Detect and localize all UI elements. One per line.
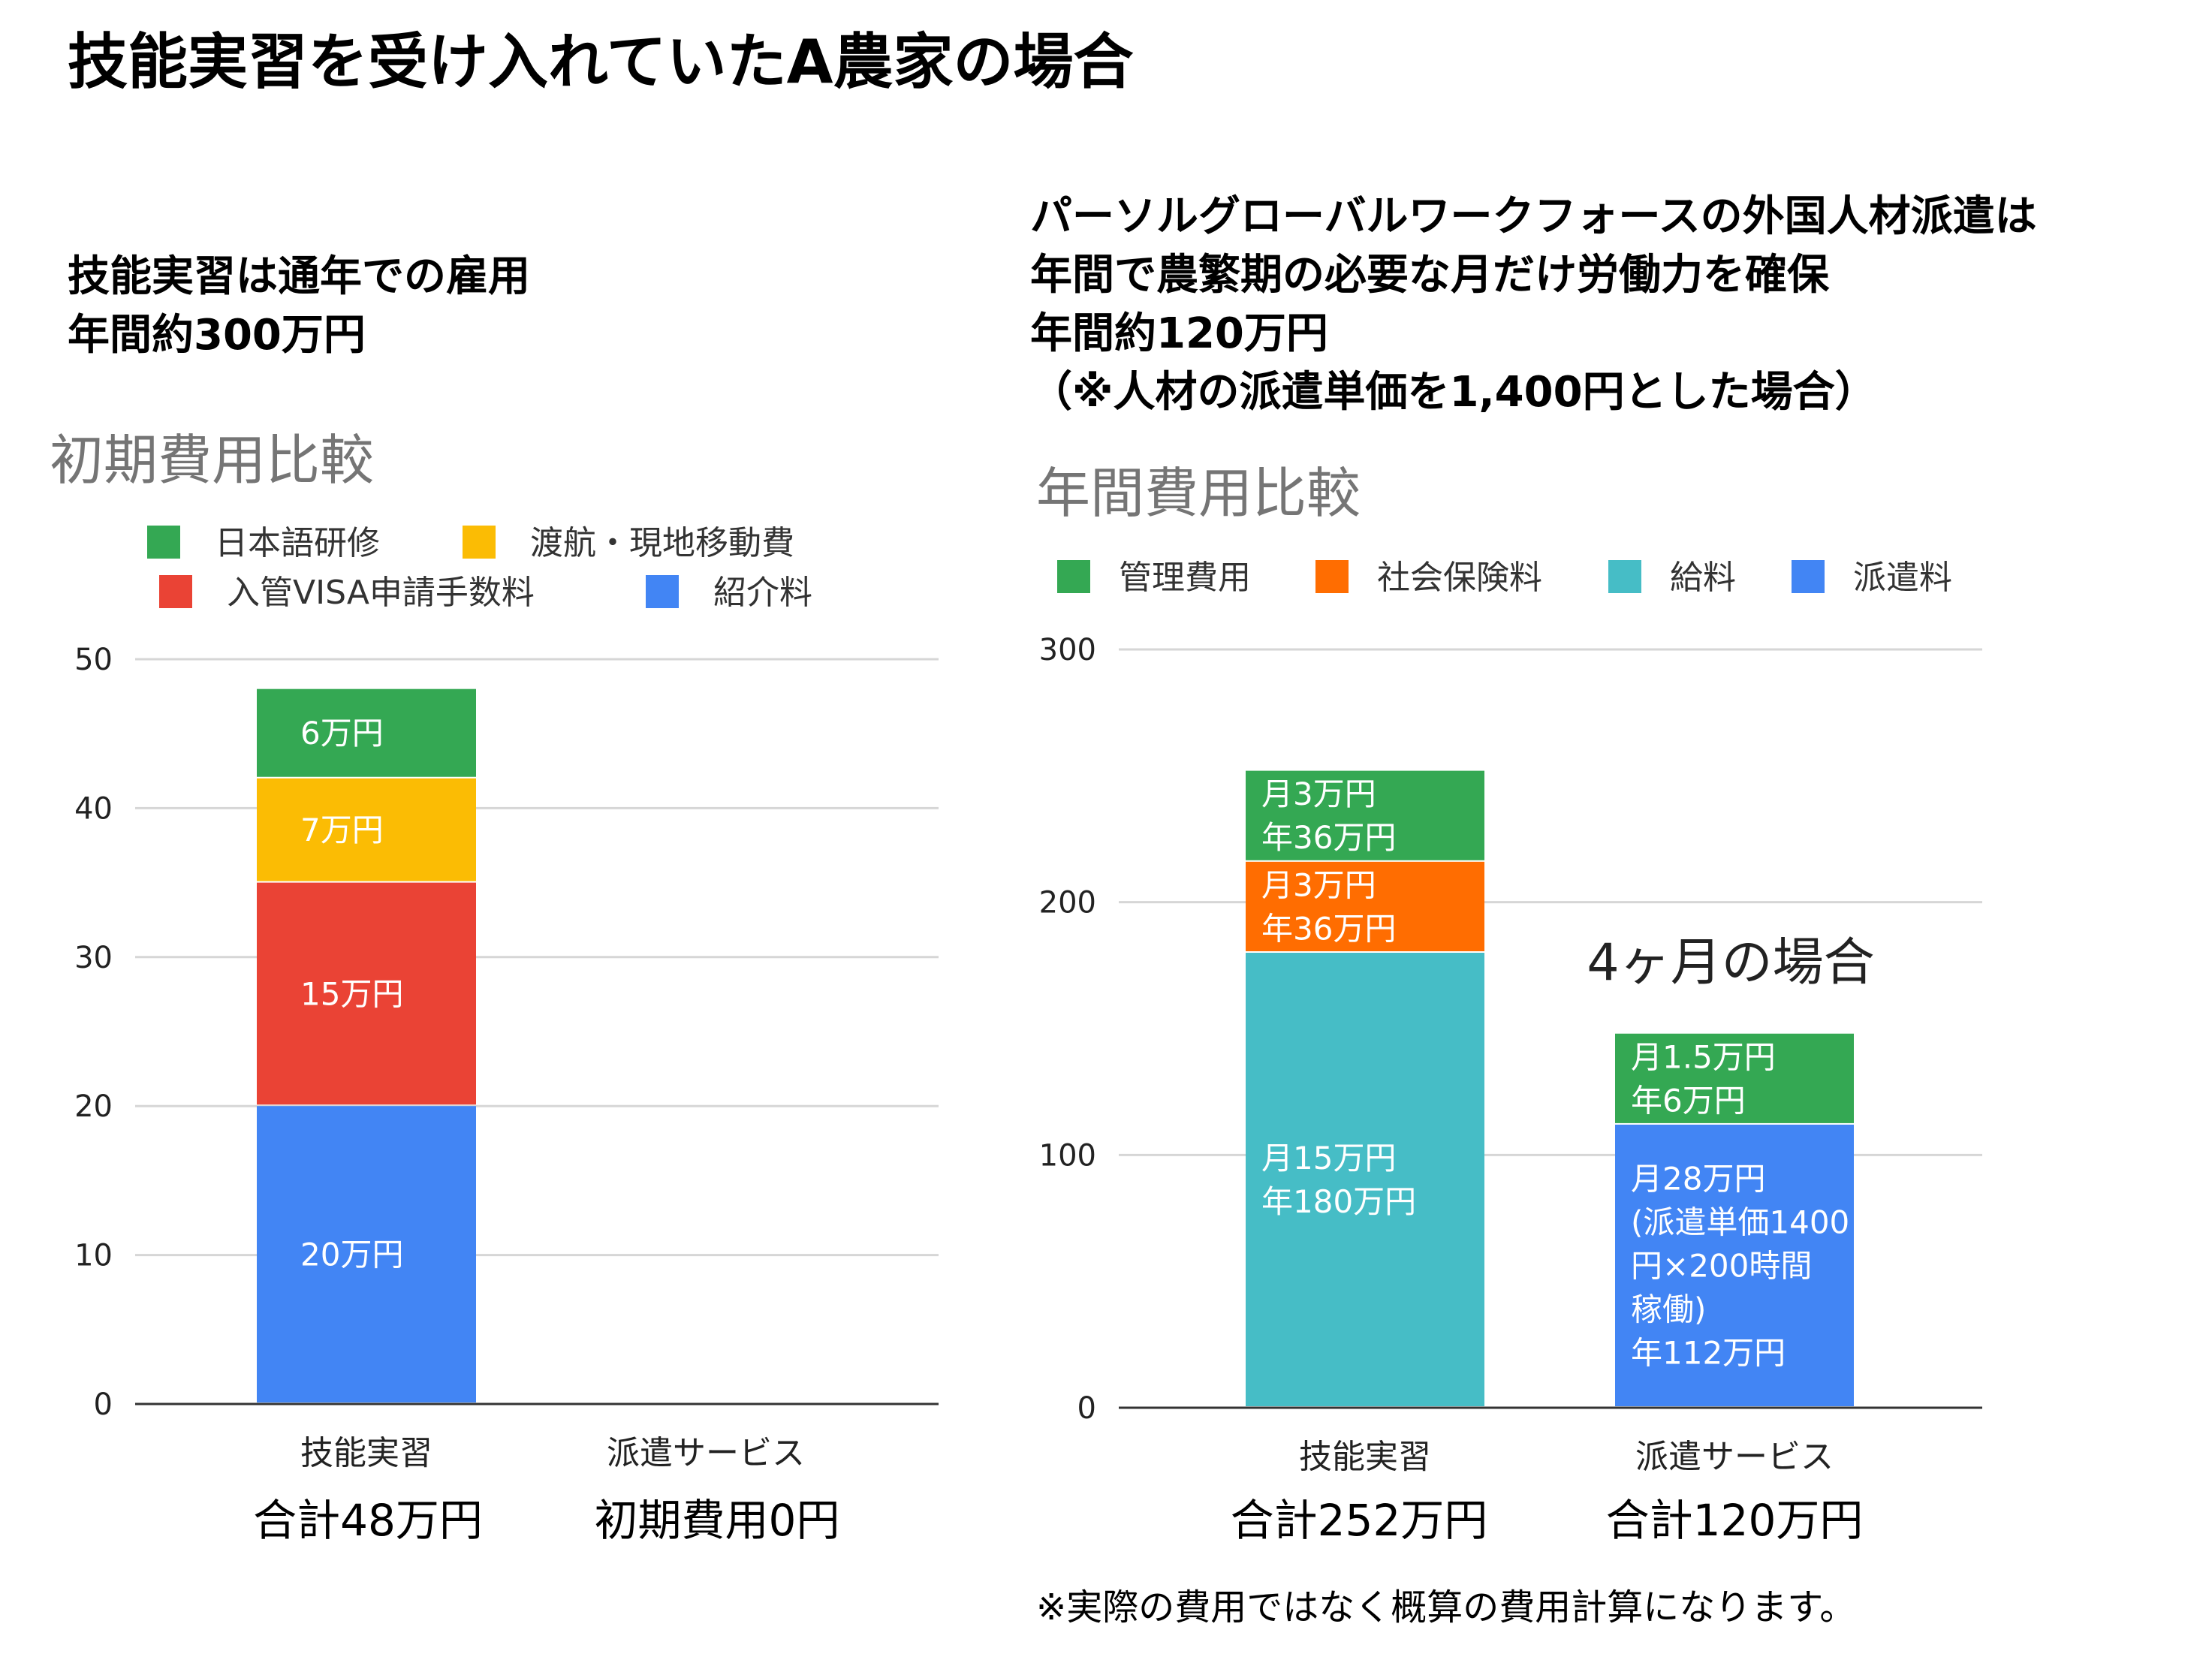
y-tick-label: 300 <box>1039 633 1096 667</box>
y-tick-label: 0 <box>1077 1391 1096 1426</box>
data-label: 15万円 <box>300 975 403 1012</box>
right-total-dispatch: 合計120万円 <box>1605 1495 1864 1546</box>
right-description: パーソルグローバルワークフォースの外国人材派遣は 年間で農繁期の必要な月だけ労働… <box>1030 188 2037 422</box>
data-label: 月3万円 <box>1261 866 1376 903</box>
left-description-line: 年間約300万円 <box>68 311 366 360</box>
left-chart-title: 初期費用比較 <box>50 429 375 492</box>
right-description-line: パーソルグローバルワークフォースの外国人材派遣は <box>1030 192 2037 241</box>
data-label: 月3万円 <box>1261 776 1376 812</box>
legend-label: 社会保険料 <box>1377 559 1542 597</box>
right-description-line: 年間で農繁期の必要な月だけ労働力を確保 <box>1030 251 1829 300</box>
legend-swatch <box>463 526 496 559</box>
x-category-label: 派遣サービス <box>607 1434 805 1472</box>
x-category-label: 技能実習 <box>300 1434 432 1472</box>
x-category-label: 技能実習 <box>1299 1438 1431 1476</box>
bar-segment <box>257 1106 476 1402</box>
y-tick-label: 50 <box>74 643 113 677</box>
y-tick-label: 10 <box>74 1239 113 1273</box>
bar-segment <box>1615 1124 1854 1406</box>
data-label: 年180万円 <box>1261 1183 1416 1220</box>
legend-swatch <box>1608 560 1641 593</box>
page-title: 技能実習を受け入れていたA農家の場合 <box>68 27 1134 97</box>
data-label: 月28万円 <box>1631 1160 1765 1197</box>
bar-segment <box>257 688 476 777</box>
legend-swatch <box>1792 560 1825 593</box>
legend-label: 紹介料 <box>713 574 812 612</box>
legend-swatch <box>159 575 192 608</box>
right-chart-title: 年間費用比較 <box>1036 462 1361 525</box>
legend-label: 派遣料 <box>1853 559 1952 597</box>
data-label: 20万円 <box>300 1237 403 1273</box>
x-category-label: 派遣サービス <box>1635 1438 1834 1476</box>
y-tick-label: 30 <box>74 941 113 975</box>
legend-swatch <box>1315 560 1349 593</box>
y-tick-label: 20 <box>74 1089 113 1124</box>
data-label: (派遣単価1400 <box>1631 1204 1849 1240</box>
bar-segment <box>257 882 476 1105</box>
footnote: ※実際の費用ではなく概算の費用計算になります。 <box>1036 1586 1856 1628</box>
legend-label: 日本語研修 <box>215 524 380 562</box>
data-label: 月15万円 <box>1261 1140 1396 1176</box>
y-tick-label: 0 <box>94 1387 113 1422</box>
left-description-line: 技能実習は通年での雇用 <box>68 252 530 301</box>
legend-swatch <box>646 575 679 608</box>
data-label: 年112万円 <box>1631 1334 1786 1371</box>
bar-segment <box>1246 861 1484 951</box>
data-label: 稼働) <box>1631 1291 1706 1327</box>
data-label: 月1.5万円 <box>1631 1038 1776 1075</box>
legend-label: 渡航・現地移動費 <box>530 524 794 562</box>
data-label: 年36万円 <box>1261 819 1396 856</box>
bar-segment <box>1246 770 1484 860</box>
bar-segment <box>257 778 476 881</box>
right-description-line: （※人材の派遣単価を1,400円とした場合） <box>1030 368 1877 417</box>
y-tick-label: 200 <box>1039 886 1096 920</box>
period-note: 4ヶ月の場合 <box>1587 933 1874 993</box>
right-description-line: 年間約120万円 <box>1030 309 1328 358</box>
left-total-internship: 合計48万円 <box>253 1495 483 1546</box>
left-total-dispatch: 初期費用0円 <box>594 1495 840 1546</box>
legend-label: 給料 <box>1670 559 1736 597</box>
bar-segment <box>1246 953 1484 1406</box>
right-total-internship: 合計252万円 <box>1230 1495 1488 1546</box>
left-description: 技能実習は通年での雇用 年間約300万円 <box>68 248 530 365</box>
data-label: 7万円 <box>300 812 384 848</box>
legend-swatch <box>147 526 180 559</box>
data-label: 年36万円 <box>1261 910 1396 947</box>
y-tick-label: 100 <box>1039 1138 1096 1173</box>
bar-segment <box>1615 1033 1854 1123</box>
data-label: 円×200時間 <box>1631 1247 1812 1284</box>
data-label: 年6万円 <box>1631 1082 1746 1119</box>
legend-label: 管理費用 <box>1119 559 1251 597</box>
legend-label: 入管VISA申請手数料 <box>227 574 535 612</box>
y-tick-label: 40 <box>74 791 113 826</box>
legend-swatch <box>1057 560 1090 593</box>
data-label: 6万円 <box>300 715 384 752</box>
